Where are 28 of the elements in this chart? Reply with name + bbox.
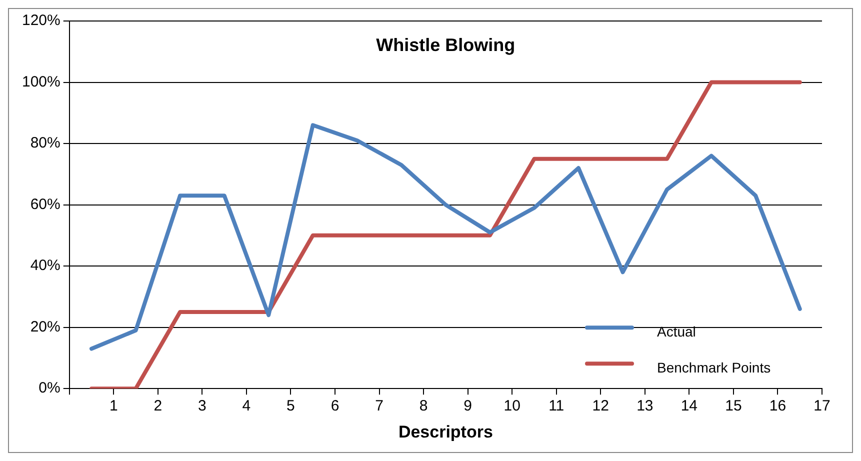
legend-label: Actual (657, 323, 696, 340)
x-tick-label: 2 (154, 398, 162, 415)
x-tick-label: 13 (636, 398, 654, 415)
x-tick-label: 12 (592, 398, 609, 415)
y-tick-label: 40% (30, 257, 60, 274)
x-tick-label: 10 (504, 398, 520, 415)
legend-label: Benchmark Points (657, 359, 771, 376)
x-tick-label: 4 (242, 398, 251, 415)
text: Whistle Blowing (376, 34, 516, 55)
x-tick-label: 16 (769, 398, 786, 415)
x-tick-label: 9 (464, 398, 472, 415)
x-tick-label: 8 (419, 398, 428, 415)
x-tick-label: 15 (725, 398, 742, 415)
y-tick-label: 120% (22, 12, 60, 30)
y-tick-label: 20% (30, 318, 60, 336)
x-tick-label: 17 (814, 398, 830, 415)
x-tick-label: 3 (198, 398, 206, 415)
y-tick-label: 100% (22, 73, 60, 90)
y-tick-label: 0% (38, 380, 60, 397)
x-tick-label: 1 (109, 398, 118, 415)
x-tick-label: 14 (680, 398, 698, 415)
y-tick-label: 80% (30, 134, 60, 152)
x-axis-title: Descriptors (398, 422, 493, 442)
x-tick-label: 11 (548, 398, 564, 415)
x-tick-label: 7 (375, 398, 384, 415)
y-tick-label: 60% (30, 196, 60, 213)
x-tick-label: 5 (286, 398, 295, 415)
x-tick-label: 6 (330, 398, 340, 415)
